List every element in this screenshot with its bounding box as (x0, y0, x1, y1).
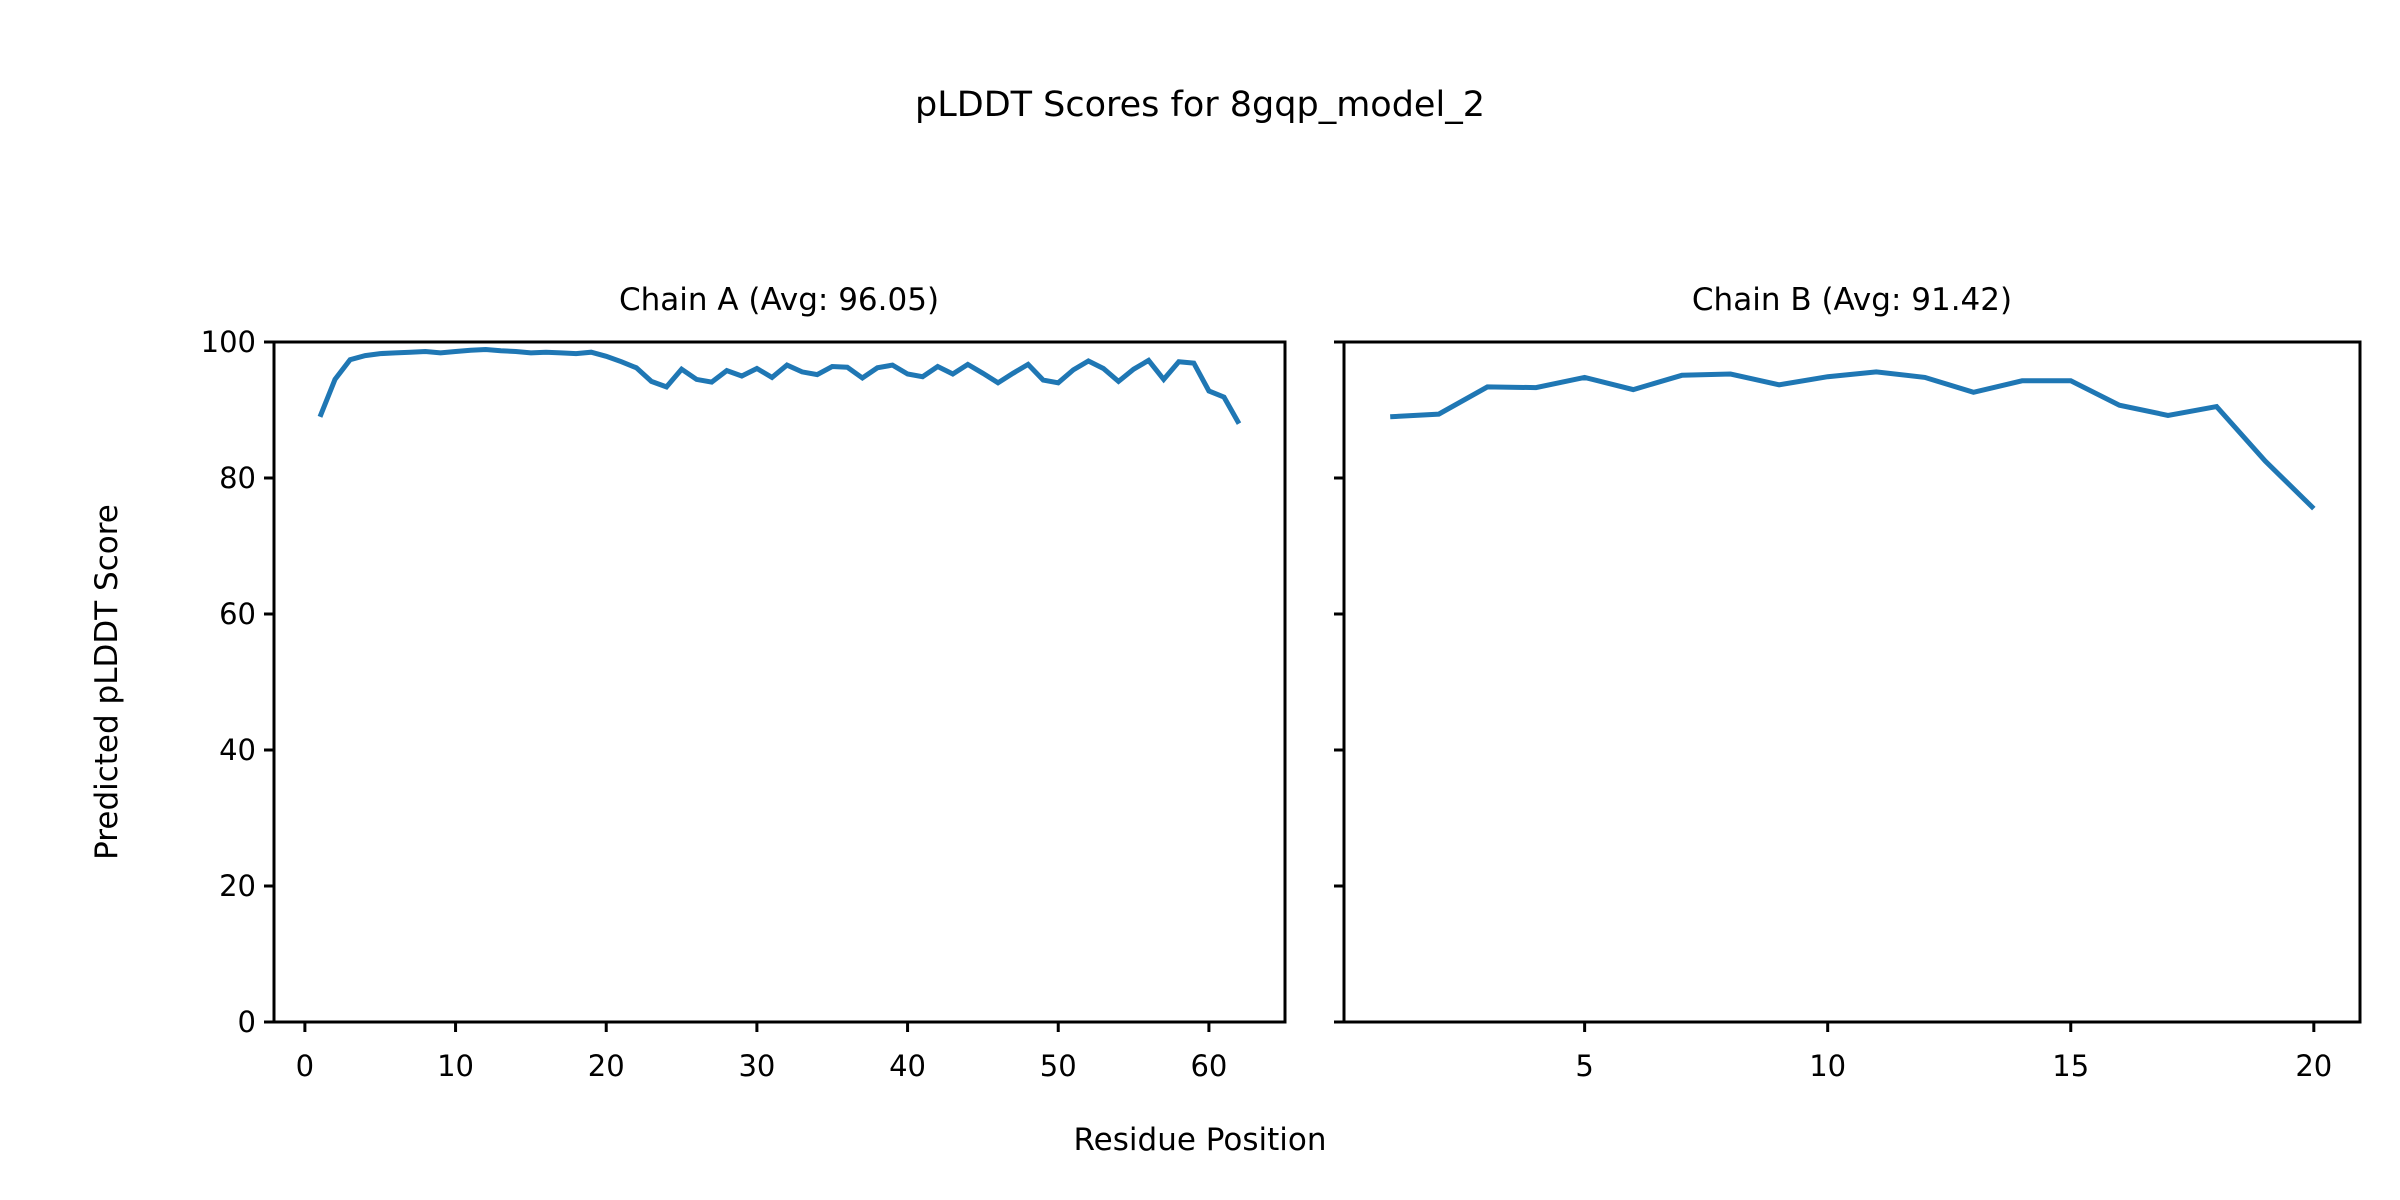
x-tick-label: 10 (437, 1049, 474, 1083)
y-tick-label: 100 (201, 325, 256, 359)
x-tick-label: 20 (588, 1049, 625, 1083)
plot-border (1342, 340, 2362, 1024)
x-tick-label: 40 (889, 1049, 926, 1083)
x-axis-label: Residue Position (1073, 1122, 1327, 1158)
y-tick-label: 40 (219, 733, 256, 767)
subplot-chain-b: 5 10 15 20 (1334, 340, 2362, 1083)
chain-a-subplot-title: Chain A (Avg: 96.05) (618, 282, 940, 318)
chain-b-subplot-title: Chain B (Avg: 91.42) (1691, 282, 2013, 318)
y-tick-label: 60 (219, 597, 256, 631)
plddt-line (317, 346, 1242, 425)
x-tick-label: 30 (738, 1049, 775, 1083)
figure-title: pLDDT Scores for 8gqp_model_2 (915, 85, 1485, 125)
subplot-chain-a: 0 10 20 30 40 50 60 0 20 40 60 80 100 (201, 325, 1287, 1083)
y-tick-label: 0 (238, 1005, 256, 1039)
x-tick-label: 10 (1809, 1049, 1846, 1083)
plddt-line (1390, 369, 2316, 511)
plot-border (272, 340, 1287, 1024)
y-tick-label: 80 (219, 461, 256, 495)
y-tick-label: 20 (219, 869, 256, 903)
x-tick-label: 0 (296, 1049, 314, 1083)
x-tick-label: 15 (2052, 1049, 2089, 1083)
x-tick-label: 5 (1575, 1049, 1593, 1083)
x-tick-label: 50 (1040, 1049, 1077, 1083)
x-tick-label: 60 (1190, 1049, 1227, 1083)
x-tick-label: 20 (2295, 1049, 2332, 1083)
